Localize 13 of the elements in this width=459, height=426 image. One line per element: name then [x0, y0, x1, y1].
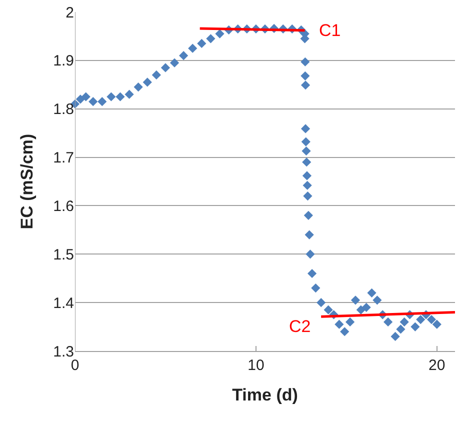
annotation: C1 [319, 21, 341, 40]
y-tick-label: 2 [66, 4, 74, 22]
x-axis-title: Time (d) [232, 385, 298, 404]
y-tick-label: 1.4 [53, 294, 74, 312]
y-tick-label: 1.8 [53, 101, 74, 118]
x-tick-label: 20 [428, 357, 446, 374]
y-tick-label: 1.6 [53, 198, 74, 215]
y-tick-label: 1.7 [53, 150, 74, 167]
y-tick-label: 1.5 [53, 246, 74, 264]
annotation: C2 [289, 317, 311, 336]
x-tick-label: 10 [248, 357, 264, 374]
y-tick-label: 1.9 [53, 52, 74, 70]
y-axis-title: EC (mS/cm) [18, 134, 37, 230]
